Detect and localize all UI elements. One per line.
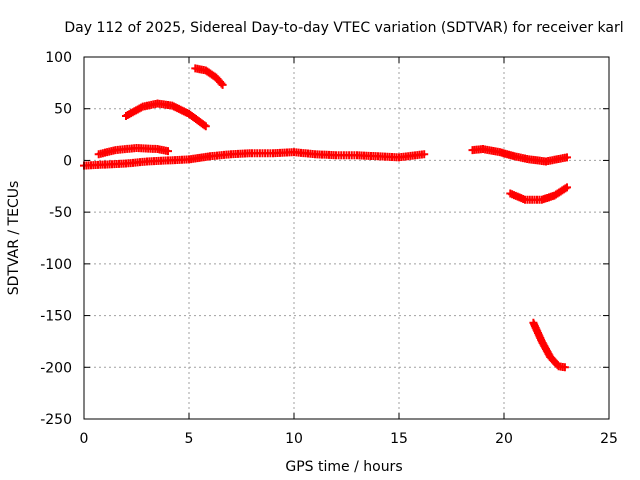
data-point — [420, 150, 429, 159]
series-arc-1 — [80, 148, 429, 170]
series-arc-5 — [468, 145, 571, 166]
axis-ticks — [83, 56, 610, 420]
series-arc-2 — [94, 144, 172, 159]
y-tick-label: -150 — [40, 309, 72, 325]
y-tick-label: -50 — [49, 205, 72, 221]
x-axis-label: GPS time / hours — [285, 459, 402, 475]
x-tick-label: 0 — [80, 431, 89, 447]
data-point — [200, 121, 209, 130]
y-tick-label: -250 — [40, 412, 72, 428]
data-point — [217, 79, 226, 88]
data-point — [561, 184, 570, 193]
series-arc-4 — [191, 64, 227, 89]
plot-frame — [83, 56, 610, 420]
data-point — [563, 153, 571, 162]
data-point — [164, 147, 172, 156]
data-point — [218, 80, 227, 89]
grid — [84, 57, 609, 419]
x-tick-label: 5 — [185, 431, 194, 447]
x-tick-labels: 0 5 10 15 20 25 — [80, 431, 618, 447]
series-arc-7 — [529, 318, 569, 372]
y-tick-label: -100 — [40, 257, 72, 273]
data-point — [560, 363, 569, 372]
y-tick-label: 50 — [54, 102, 72, 118]
data-point — [563, 183, 571, 192]
chart-title: Day 112 of 2025, Sidereal Day-to-day VTE… — [64, 20, 623, 36]
x-tick-label: 25 — [600, 431, 618, 447]
data-point — [201, 122, 210, 131]
x-tick-label: 10 — [285, 431, 303, 447]
y-tick-labels: -250 -200 -150 -100 -50 0 50 100 — [40, 50, 72, 428]
x-tick-label: 20 — [495, 431, 513, 447]
series-arc-3 — [122, 99, 210, 131]
y-tick-label: 100 — [45, 50, 72, 66]
y-tick-label: 0 — [63, 153, 72, 169]
series-arc-6 — [506, 183, 571, 204]
y-axis-label: SDTVAR / TECUs — [6, 181, 22, 296]
data-points — [80, 64, 571, 372]
x-tick-label: 15 — [390, 431, 408, 447]
y-tick-label: -200 — [40, 360, 72, 376]
